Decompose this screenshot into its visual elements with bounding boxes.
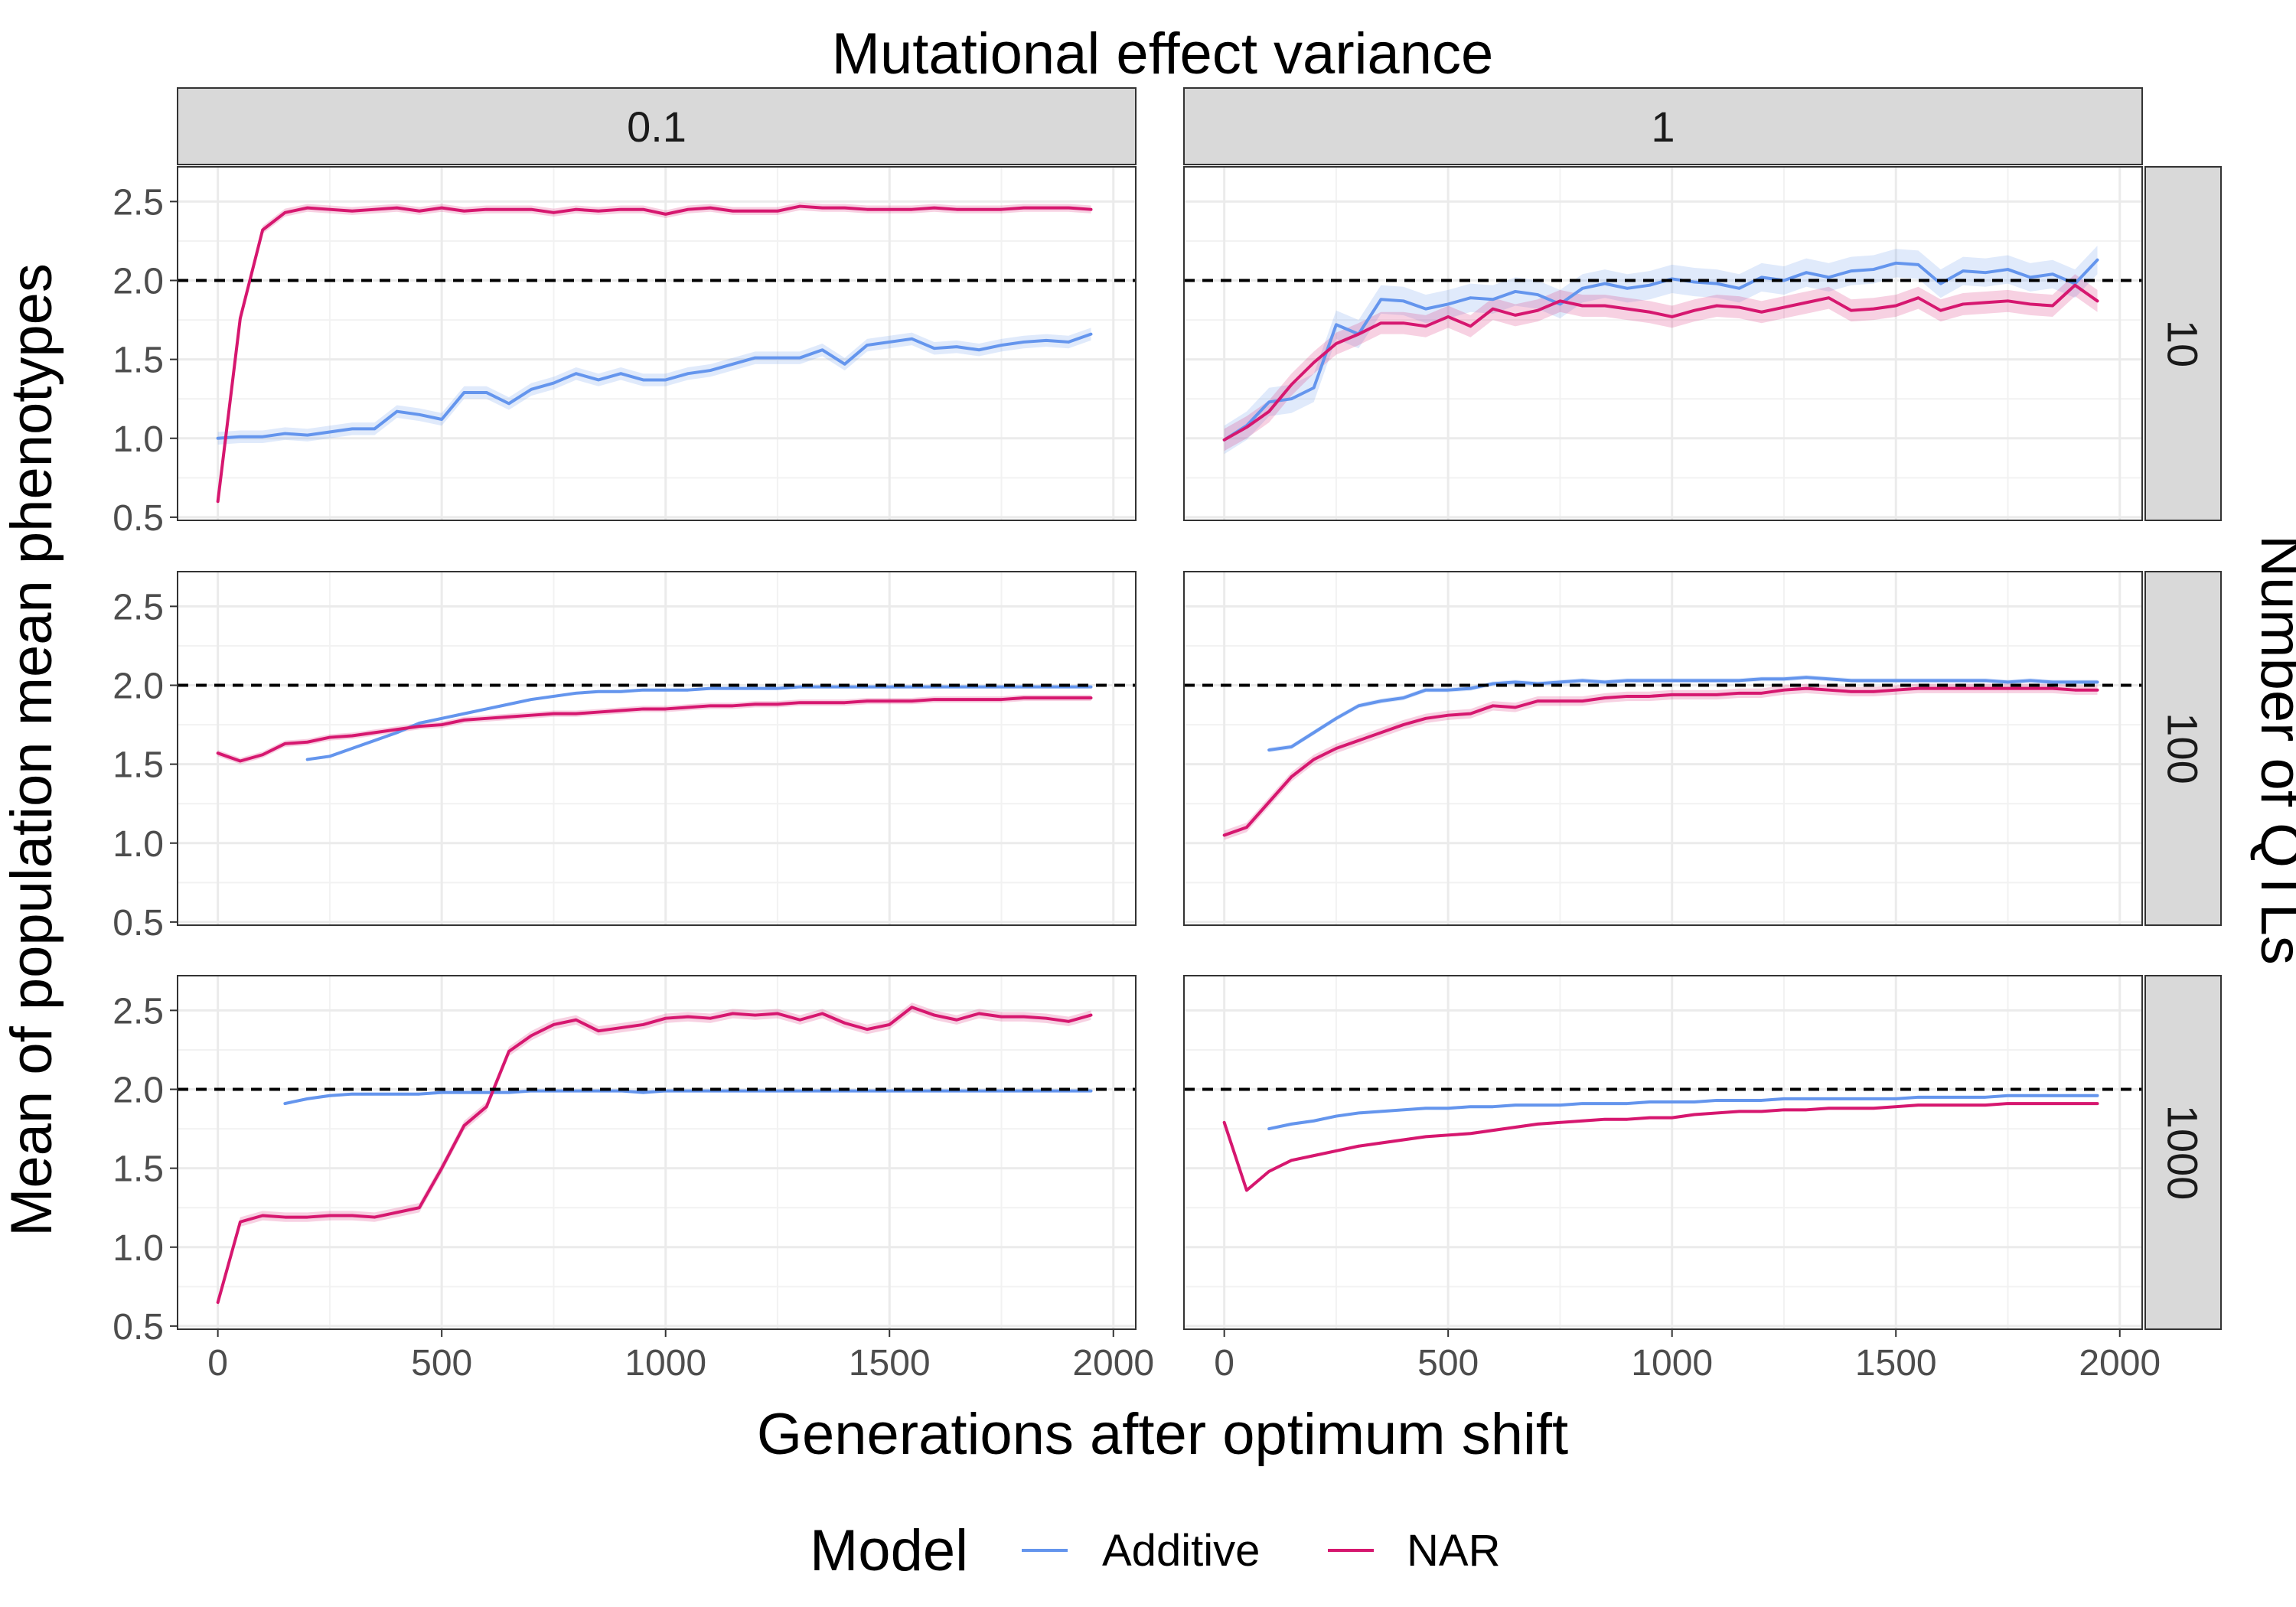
series-line-additive bbox=[1267, 676, 2099, 752]
facet-strips: 0.1 1 10 100 1000 bbox=[177, 87, 2222, 1330]
row-strip-1000 bbox=[2144, 975, 2222, 1330]
y-tick-label: 2.5 bbox=[113, 587, 164, 627]
x-tick-label: 2000 bbox=[1072, 1343, 1154, 1384]
row-facet-title: Number of QTLs bbox=[2249, 535, 2296, 965]
y-tick-label: 1.0 bbox=[113, 824, 164, 865]
y-tick-label: 2.0 bbox=[113, 262, 164, 302]
y-tick-label: 1.0 bbox=[113, 1228, 164, 1269]
panel-border bbox=[1183, 166, 2143, 521]
y-tick-label: 2.5 bbox=[113, 991, 164, 1032]
series-line-nar bbox=[216, 696, 1093, 763]
x-tick-label: 1000 bbox=[625, 1343, 706, 1384]
panel-10-1 bbox=[1183, 166, 2143, 521]
legend: Model Additive NAR bbox=[810, 1518, 1500, 1583]
panel-background bbox=[178, 167, 1136, 520]
x-tick-label: 2000 bbox=[2079, 1343, 2161, 1384]
panel-border bbox=[177, 166, 1137, 521]
panel-border bbox=[1183, 571, 2143, 926]
series-line-nar bbox=[216, 204, 1093, 504]
x-tick-label: 1000 bbox=[1631, 1343, 1713, 1384]
col-strip-label: 1 bbox=[1651, 103, 1675, 151]
series-line-nar bbox=[216, 1006, 1093, 1304]
series-line-nar bbox=[1222, 1102, 2099, 1192]
series-line-additive bbox=[216, 332, 1093, 440]
legend-label-additive: Additive bbox=[1102, 1526, 1260, 1576]
panels-layer bbox=[177, 166, 2143, 1330]
legend-title: Model bbox=[810, 1518, 968, 1583]
y-axis-title: Mean of population mean phenotypes bbox=[0, 263, 64, 1237]
y-tick-label: 2.5 bbox=[113, 182, 164, 223]
series-line-nar bbox=[1222, 686, 2099, 837]
panel-100-0.1 bbox=[177, 571, 1137, 926]
row-strip-10 bbox=[2144, 166, 2222, 521]
col-strip-0.1 bbox=[177, 87, 1137, 165]
y-tick-label: 0.5 bbox=[113, 498, 164, 539]
panel-border bbox=[177, 571, 1137, 926]
x-tick-label: 500 bbox=[411, 1343, 472, 1384]
panel-10-0.1 bbox=[177, 166, 1137, 521]
row-strip-label: 10 bbox=[2159, 320, 2207, 367]
x-tick-label: 1500 bbox=[849, 1343, 931, 1384]
panel-background bbox=[1184, 167, 2142, 520]
axis-ticks: 0.5 1.0 1.5 2.0 2.5 0.5 1.0 1.5 2.0 2.5 0.5 1.0 1.5 2… bbox=[113, 182, 2161, 1384]
y-tick-label: 2.0 bbox=[113, 667, 164, 707]
row-strip-100 bbox=[2144, 571, 2222, 926]
col-facet-title: Mutational effect variance bbox=[832, 21, 1494, 86]
row-strip-label: 1000 bbox=[2159, 1105, 2207, 1201]
x-axis-title: Generations after optimum shift bbox=[757, 1402, 1568, 1467]
series-line-nar bbox=[1222, 283, 2099, 442]
panel-background bbox=[1184, 976, 2142, 1329]
x-tick-label: 1500 bbox=[1855, 1343, 1937, 1384]
x-tick-label: 500 bbox=[1417, 1343, 1479, 1384]
col-strip-1 bbox=[1183, 87, 2143, 165]
y-tick-label: 1.5 bbox=[113, 341, 164, 381]
ribbon-additive bbox=[1224, 246, 2098, 455]
panel-border bbox=[1183, 975, 2143, 1330]
x-tick-label: 0 bbox=[207, 1343, 228, 1384]
series-line-additive bbox=[305, 685, 1093, 761]
panel-100-1 bbox=[1183, 571, 2143, 926]
ribbon-additive bbox=[217, 328, 1091, 445]
y-tick-label: 1.0 bbox=[113, 419, 164, 460]
series-line-additive bbox=[283, 1089, 1093, 1106]
panel-background bbox=[178, 572, 1136, 925]
y-tick-label: 1.5 bbox=[113, 1149, 164, 1190]
panel-1000-0.1 bbox=[177, 975, 1137, 1330]
series-line-additive bbox=[1222, 258, 2099, 442]
panel-background bbox=[178, 976, 1136, 1329]
legend-label-nar: NAR bbox=[1407, 1526, 1500, 1576]
panel-border bbox=[177, 975, 1137, 1330]
y-tick-label: 2.0 bbox=[113, 1071, 164, 1111]
y-tick-label: 0.5 bbox=[113, 903, 164, 944]
y-tick-label: 1.5 bbox=[113, 745, 164, 786]
panel-1000-1 bbox=[1183, 975, 2143, 1330]
row-strip-label: 100 bbox=[2159, 712, 2207, 784]
y-tick-label: 0.5 bbox=[113, 1307, 164, 1348]
panel-background bbox=[1184, 572, 2142, 925]
series-line-additive bbox=[1267, 1094, 2099, 1131]
x-tick-label: 0 bbox=[1214, 1343, 1234, 1384]
col-strip-label: 0.1 bbox=[627, 103, 687, 151]
